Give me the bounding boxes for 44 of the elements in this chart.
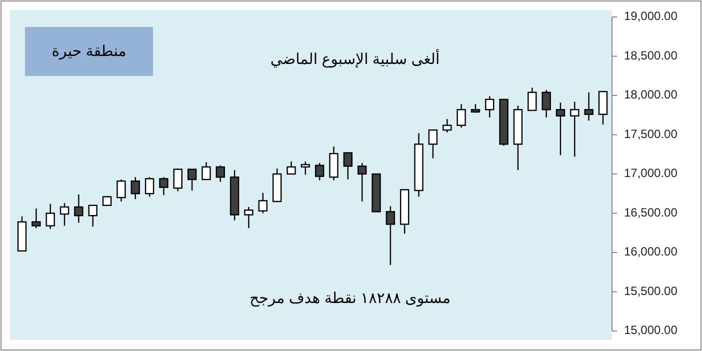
candlestick bbox=[46, 203, 55, 230]
candlestick bbox=[216, 164, 225, 182]
candlestick bbox=[258, 192, 268, 214]
candlestick bbox=[202, 162, 211, 180]
candlestick bbox=[442, 118, 452, 133]
candlestick bbox=[300, 160, 310, 176]
candlestick bbox=[570, 101, 580, 158]
candlestick bbox=[32, 208, 41, 229]
y-tick-label: 16,500.00 bbox=[624, 205, 678, 220]
candlestick bbox=[116, 178, 126, 202]
candlestick bbox=[584, 92, 594, 122]
candlestick bbox=[74, 194, 84, 224]
candlestick bbox=[88, 204, 98, 228]
y-tick-label: 17,500.00 bbox=[624, 126, 678, 141]
y-tick-label: 15,500.00 bbox=[624, 284, 678, 298]
candlestick bbox=[244, 206, 254, 229]
annotation: ألغى سلبية الإسبوع الماضي bbox=[270, 48, 440, 68]
y-tick-label: 15,000.00 bbox=[624, 323, 678, 338]
candlestick bbox=[428, 129, 438, 159]
candlestick bbox=[159, 176, 168, 196]
candlestick bbox=[314, 162, 324, 181]
candlestick bbox=[598, 90, 608, 126]
candlestick bbox=[144, 176, 154, 198]
y-tick-label: 18,000.00 bbox=[624, 88, 678, 102]
candlestick bbox=[485, 96, 494, 118]
candlestick bbox=[528, 87, 537, 112]
annotation: مستوى ١٨٢٨٨ نقطة هدف مرجح bbox=[249, 290, 451, 307]
candlestick bbox=[187, 168, 197, 192]
y-tick-label: 18,500.00 bbox=[624, 48, 678, 62]
candlestick bbox=[556, 102, 566, 156]
y-tick-label: 16,000.00 bbox=[624, 244, 678, 259]
y-tick-label: 19,000.00 bbox=[624, 9, 678, 24]
candlestick bbox=[173, 168, 182, 192]
candlestick bbox=[286, 160, 296, 175]
candlestick bbox=[358, 162, 367, 202]
annotation: منطقة حيرة bbox=[52, 42, 126, 60]
y-tick-label: 17,000.00 bbox=[624, 166, 678, 180]
candlestick bbox=[130, 176, 140, 200]
candlestick bbox=[456, 104, 466, 128]
candlestick bbox=[542, 89, 551, 118]
candlestick bbox=[329, 146, 338, 181]
candlestick bbox=[343, 152, 353, 180]
candlestick bbox=[60, 202, 70, 226]
candlestick bbox=[386, 206, 396, 266]
